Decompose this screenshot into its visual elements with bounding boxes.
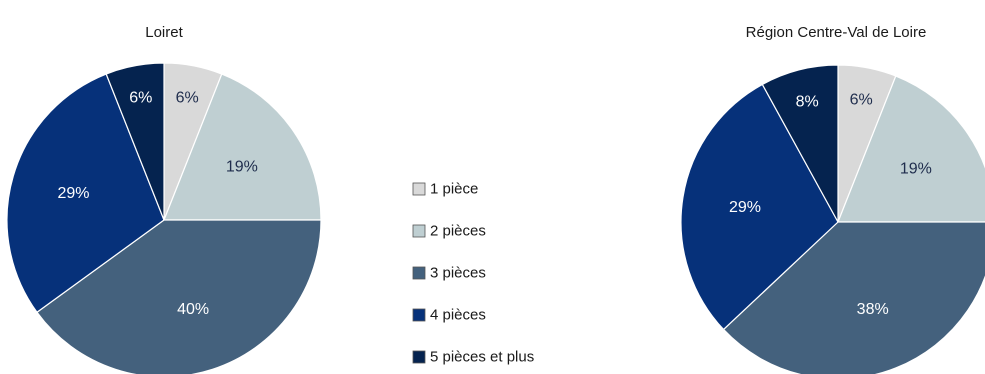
data-label-region-centre-val-de-loire-5-pieces-et-plus: 8% xyxy=(796,93,819,110)
slice-loiret-2-pieces xyxy=(163,73,322,221)
slice-region-centre-val-de-loire-4-pieces xyxy=(680,83,839,331)
data-label-loiret-3-pieces: 40% xyxy=(177,301,209,318)
legend-label-2-pieces: 2 pièces xyxy=(430,223,486,240)
pie-title-loiret: Loiret xyxy=(145,24,183,41)
data-label-region-centre-val-de-loire-3-pieces: 38% xyxy=(857,301,889,318)
data-label-region-centre-val-de-loire-4-pieces: 29% xyxy=(729,199,761,216)
data-label-loiret-5-pieces-et-plus: 6% xyxy=(129,90,152,107)
legend-swatch-5-pieces-et-plus xyxy=(412,350,426,364)
slice-region-centre-val-de-loire-5-pieces-et-plus xyxy=(761,64,839,223)
slice-region-centre-val-de-loire-3-pieces xyxy=(722,221,985,374)
data-label-loiret-2-pieces: 19% xyxy=(226,159,258,176)
legend-swatch-2-pieces xyxy=(412,224,426,238)
legend-label-3-pieces: 3 pièces xyxy=(430,265,486,282)
slice-region-centre-val-de-loire-2-pieces xyxy=(837,75,985,223)
data-label-region-centre-val-de-loire-1-piece: 6% xyxy=(850,92,873,109)
slice-loiret-5-pieces-et-plus xyxy=(105,62,165,221)
pie-title-region: Région Centre-Val de Loire xyxy=(746,24,927,41)
pie-chart-loiret: Loiret 6% 19% 40% 29% 6% xyxy=(6,24,322,374)
legend-label-5-pieces-et-plus: 5 pièces et plus xyxy=(430,349,534,366)
slice-loiret-4-pieces xyxy=(6,73,165,314)
data-label-loiret-4-pieces: 29% xyxy=(57,185,89,202)
legend-label-1-piece: 1 pièce xyxy=(430,181,478,198)
pie-chart-region-centre-val-de-loire: Région Centre-Val de Loire 6% 19% 38% 29% 8% xyxy=(680,24,985,374)
legend-label-4-pieces: 4 pièces xyxy=(430,307,486,324)
legend-swatch-1-piece xyxy=(412,182,426,196)
legend-swatch-3-pieces xyxy=(412,266,426,280)
slice-loiret-3-pieces xyxy=(36,219,322,374)
data-label-loiret-1-piece: 6% xyxy=(176,90,199,107)
chart-legend: 1 pièce 2 pièces 3 pièces 4 pièces 5 pièces … xyxy=(412,181,534,366)
legend-swatch-4-pieces xyxy=(412,308,426,322)
data-label-region-centre-val-de-loire-2-pieces: 19% xyxy=(900,161,932,178)
